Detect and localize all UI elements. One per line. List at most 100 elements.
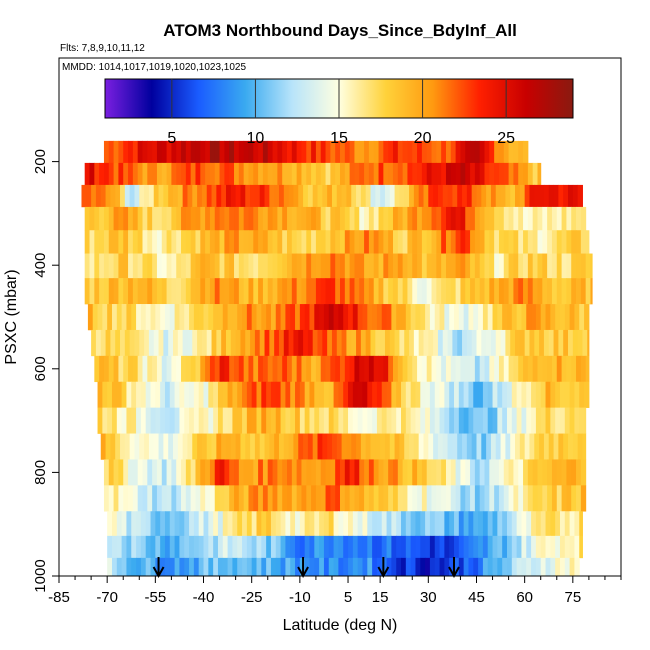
heatmap-cell (301, 253, 307, 279)
heatmap-cell (335, 230, 341, 254)
heatmap-cell (136, 511, 142, 537)
heatmap-cell (301, 278, 307, 305)
heatmap-cell (511, 407, 518, 434)
heatmap-cell (126, 304, 132, 331)
heatmap-cell (537, 206, 543, 231)
heatmap-cell (437, 433, 444, 460)
heatmap-cell (415, 407, 421, 434)
heatmap-cell (445, 355, 452, 383)
heatmap-cell (108, 485, 115, 512)
heatmap-cell (319, 407, 325, 434)
heatmap-cell (148, 184, 155, 208)
heatmap-cell (482, 511, 489, 537)
heatmap-cell (103, 459, 110, 486)
heatmap-cell (111, 535, 118, 559)
heatmap-cell (407, 355, 413, 383)
heatmap-cell (378, 162, 384, 186)
heatmap-cell (460, 230, 466, 254)
heatmap-cell (214, 253, 221, 279)
heatmap-cell (238, 459, 245, 486)
heatmap-cell (381, 511, 388, 537)
heatmap-cell (216, 329, 222, 357)
heatmap-cell (275, 381, 282, 408)
heatmap-cell (132, 253, 139, 279)
heatmap-cell (402, 206, 408, 231)
heatmap-cell (418, 184, 424, 208)
heatmap-cell (283, 184, 290, 208)
heatmap-cell (216, 433, 222, 460)
heatmap-cell (468, 407, 474, 434)
heatmap-cell (568, 184, 574, 208)
heatmap-cell (563, 329, 569, 357)
heatmap-cell (384, 329, 391, 357)
heatmap-cell (392, 278, 399, 305)
heatmap-cell (314, 304, 320, 331)
heatmap-cell (161, 230, 168, 254)
heatmap-cell (362, 304, 368, 331)
heatmap-cell (564, 407, 571, 434)
heatmap-cell (193, 407, 200, 434)
heatmap-cell (291, 206, 298, 231)
heatmap-cell (211, 329, 217, 357)
heatmap-cell (243, 459, 249, 486)
heatmap-cell (185, 459, 192, 486)
heatmap-cell (331, 184, 338, 208)
heatmap-cell (417, 355, 423, 383)
heatmap-cell (412, 355, 418, 383)
heatmap-cell (227, 304, 233, 331)
heatmap-cell (434, 407, 441, 434)
heatmap-cell (413, 433, 420, 460)
heatmap-cell (320, 230, 327, 254)
heatmap-cell (258, 206, 264, 231)
heatmap-cell (450, 140, 457, 164)
heatmap-cell (388, 485, 394, 512)
heatmap-cell (118, 253, 124, 279)
heatmap-cell (111, 304, 118, 331)
heatmap-cell (299, 535, 306, 559)
heatmap-cell (105, 433, 111, 460)
heatmap-cell (211, 184, 217, 208)
heatmap-cell (238, 162, 245, 186)
heatmap-cell (303, 433, 309, 460)
heatmap-cell (142, 253, 148, 279)
heatmap-cell (113, 278, 119, 305)
heatmap-cell (535, 557, 542, 576)
heatmap-cell (542, 278, 548, 305)
heatmap-cell (344, 140, 351, 164)
heatmap-cell (561, 355, 567, 383)
heatmap-cell (137, 162, 143, 186)
heatmap-cell (335, 278, 341, 305)
heatmap-cell (272, 485, 278, 512)
heatmap-cell (402, 485, 408, 512)
heatmap-cell (391, 535, 397, 559)
heatmap-cell (579, 511, 583, 537)
heatmap-cell (463, 535, 469, 559)
heatmap-cell (429, 304, 436, 331)
heatmap-cell (566, 485, 572, 512)
heatmap-cell (137, 459, 143, 486)
heatmap-cell (492, 407, 498, 434)
heatmap-cell (124, 184, 131, 208)
heatmap-cell (397, 253, 404, 279)
heatmap-cell (198, 535, 205, 559)
heatmap-cell (462, 433, 468, 460)
heatmap-cell (267, 140, 274, 164)
heatmap-cell (108, 162, 115, 186)
heatmap-cell (224, 230, 230, 254)
heatmap-cell (301, 459, 307, 486)
heatmap-cell (205, 485, 211, 512)
heatmap-cell (128, 230, 134, 254)
heatmap-cell (450, 162, 457, 186)
heatmap-cell (489, 485, 495, 512)
heatmap-cell (174, 511, 180, 537)
heatmap-cell (516, 511, 522, 537)
heatmap-cell (217, 407, 224, 434)
heatmap-cell (304, 407, 310, 434)
heatmap-cell (311, 278, 317, 305)
heatmap-cell (386, 407, 392, 434)
heatmap-cell (482, 407, 489, 434)
heatmap-cell (479, 278, 486, 305)
heatmap-cell (434, 535, 441, 559)
heatmap-cell (468, 381, 474, 408)
heatmap-cell (134, 433, 140, 460)
